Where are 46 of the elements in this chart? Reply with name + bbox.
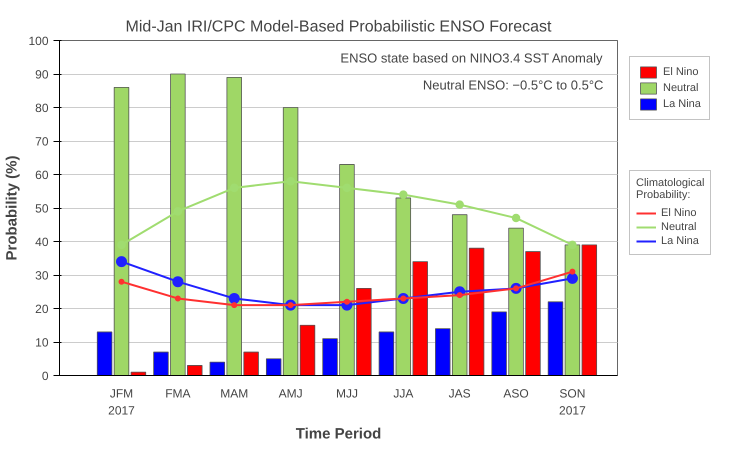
point [231, 302, 238, 308]
x-tick-label: ASO [503, 386, 529, 400]
legend-label: La Nina [663, 97, 701, 111]
annotation: ENSO state based on NINO3.4 SST Anomaly [340, 50, 603, 66]
y-tick-label: 100 [28, 34, 49, 48]
x-tick-label: JJA [393, 386, 414, 400]
annotation: Neutral ENSO: −0.5°C to 0.5°C [422, 77, 604, 92]
legend-title: Climatological Probability: [636, 177, 704, 201]
y-tick-label: 0 [42, 369, 49, 383]
x-tick-label: AMJ [278, 386, 303, 400]
legend-label: El Nino [661, 206, 696, 220]
point [569, 268, 576, 275]
x-tick-label: JFM 2017 [108, 386, 136, 418]
x-tick-label: JAS [448, 386, 471, 400]
y-tick-label: 20 [35, 302, 49, 316]
point [399, 190, 408, 199]
point [456, 292, 463, 298]
point [455, 200, 464, 209]
point [344, 298, 350, 305]
y-tick-label: 70 [35, 134, 49, 148]
x-tick-label: MAM [220, 386, 248, 400]
point [566, 272, 578, 284]
point [174, 295, 181, 302]
point [228, 292, 240, 304]
x-tick-label: FMA [165, 386, 191, 400]
chart-title: Mid-Jan IRI/CPC Model-Based Probabilistic ENSO Forecast [126, 18, 552, 36]
y-axis-title: Probability (%) [3, 155, 20, 261]
y-tick-label: 10 [35, 336, 49, 350]
x-axis-title: Time Period [296, 425, 382, 442]
legend-label: Neutral [663, 81, 698, 95]
x-tick-label: SON 2017 [559, 386, 586, 418]
y-tick-label: 80 [35, 101, 49, 115]
point [568, 240, 577, 250]
legend-label: La Nina [661, 234, 699, 248]
point [116, 256, 127, 268]
y-tick-label: 50 [35, 202, 49, 216]
point [118, 278, 124, 285]
y-tick-label: 30 [35, 268, 49, 282]
x-tick-label: MJJ [336, 386, 358, 400]
legend-label: El Nino [663, 65, 698, 79]
point [172, 276, 184, 288]
point [512, 214, 520, 222]
legend-label: Neutral [661, 220, 696, 234]
y-tick-label: 60 [35, 168, 49, 182]
y-tick-label: 40 [35, 235, 49, 249]
y-tick-label: 90 [35, 68, 49, 82]
